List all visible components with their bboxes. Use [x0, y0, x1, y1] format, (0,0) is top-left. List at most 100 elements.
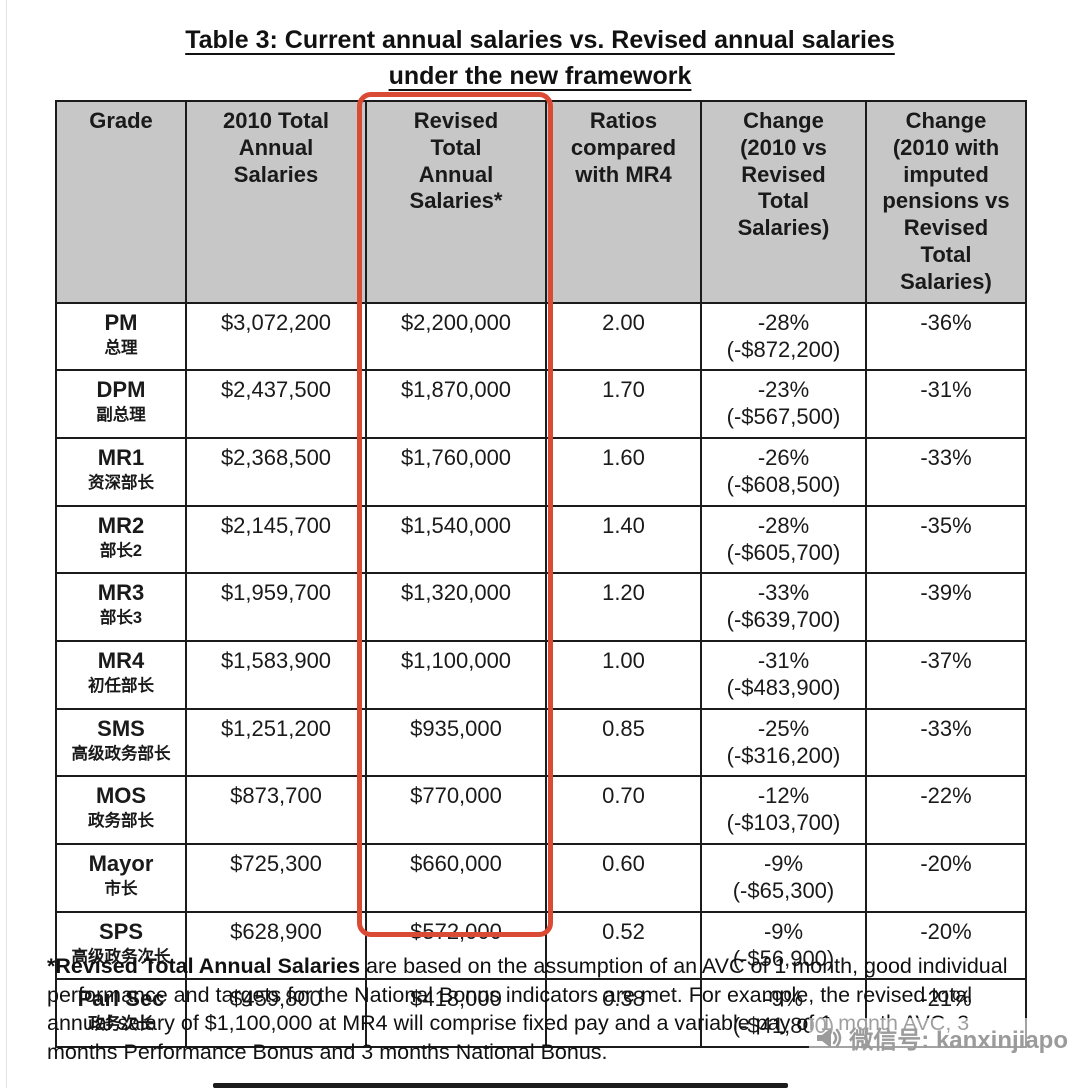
table-row: PM 总理 $3,072,200 $2,200,000 2.00 -28% (-$… [55, 301, 1027, 372]
grade-chinese: 初任部长 [88, 676, 154, 695]
left-edge-line [6, 0, 7, 1088]
salary-revised-value: $935,000 [365, 707, 547, 778]
ratio-value: 0.70 [545, 775, 702, 846]
grade-code: DPM [96, 377, 146, 403]
change-pension-value: -20% [865, 910, 1027, 981]
salary-2010-value: $1,583,900 [185, 640, 367, 710]
salary-revised-value: $1,760,000 [365, 437, 547, 507]
ratio-value: 0.52 [545, 910, 702, 981]
change-revised-value: -28% (-$605,700) [700, 504, 867, 575]
ratio-value: 0.38 [545, 978, 702, 1049]
change-revised-value: -25% (-$316,200) [700, 707, 867, 778]
grade-code: Mayor [88, 851, 154, 877]
grade-code: SPS [98, 918, 144, 944]
change-pension-value: -33% [865, 707, 1027, 778]
salary-2010-value: $2,145,700 [185, 504, 367, 575]
grade-code: Parl Sec [77, 986, 165, 1012]
change-pension-value: -35% [865, 504, 1027, 575]
table-title-line1: Table 3: Current annual salaries vs. Rev… [185, 26, 895, 54]
grade-chinese: 副总理 [96, 406, 146, 425]
watermark-text: 微信号: kanxinjiapo [849, 1027, 1068, 1054]
change-revised-value: -9% (-$65,300) [700, 843, 867, 913]
table-row: SPS 高级政务次长 $628,900 $572,000 0.52 -9% (-$… [55, 910, 1027, 981]
ratio-value: 1.00 [545, 640, 702, 710]
grade-chinese: 部长2 [99, 541, 143, 560]
col-header-2010-salaries: 2010 Total Annual Salaries [185, 100, 367, 304]
header-row: Grade 2010 Total Annual Salaries Revised… [55, 100, 1027, 304]
col-header-change-revised: Change (2010 vs Revised Total Salaries) [700, 100, 867, 304]
change-pension-value: -20% [865, 843, 1027, 913]
salary-2010-value: $725,300 [185, 843, 367, 913]
grade-chinese: 总理 [104, 338, 138, 357]
col-header-ratios: Ratios compared with MR4 [545, 100, 702, 304]
table-row: MOS 政务部长 $873,700 $770,000 0.70 -12% (-$1… [55, 775, 1027, 846]
change-pension-value: -36% [865, 301, 1027, 372]
salary-revised-value: $660,000 [365, 843, 547, 913]
salary-2010-value: $2,368,500 [185, 437, 367, 507]
salary-revised-value: $572,000 [365, 910, 547, 981]
grade-chinese: 部长3 [99, 609, 143, 628]
salary-2010-value: $3,072,200 [185, 301, 367, 372]
change-pension-value: -39% [865, 572, 1027, 643]
change-revised-value: -31% (-$483,900) [700, 640, 867, 710]
grade-code: SMS [97, 715, 145, 741]
grade-chinese: 政务次长 [88, 1015, 154, 1034]
change-revised-value: -26% (-$608,500) [700, 437, 867, 507]
salary-2010-value: $2,437,500 [185, 369, 367, 440]
footnote: *Revised Total Annual Salaries are based… [47, 952, 1039, 1066]
grade-code: MR3 [97, 580, 145, 606]
megaphone-icon [813, 1023, 843, 1053]
ratio-value: 1.60 [545, 437, 702, 507]
col-header-change-pension: Change (2010 with imputed pensions vs Re… [865, 100, 1027, 304]
table-row: Mayor 市长 $725,300 $660,000 0.60 -9% (-$65… [55, 843, 1027, 913]
change-revised-value: -28% (-$872,200) [700, 301, 867, 372]
grade-chinese: 高级政务部长 [71, 744, 171, 763]
grade-code: MOS [95, 783, 147, 809]
salary-revised-value: $1,320,000 [365, 572, 547, 643]
table-title-line2: under the new framework [388, 62, 692, 91]
grade-chinese: 高级政务次长 [71, 947, 171, 966]
change-revised-value: -12% (-$103,700) [700, 775, 867, 846]
table-row: MR2 部长2 $2,145,700 $1,540,000 1.40 -28% (… [55, 504, 1027, 575]
salary-revised-value: $1,540,000 [365, 504, 547, 575]
change-pension-value: -22% [865, 775, 1027, 846]
salaries-table: Grade 2010 Total Annual Salaries Revised… [55, 100, 1027, 1049]
table-row: MR4 初任部长 $1,583,900 $1,100,000 1.00 -31% … [55, 640, 1027, 710]
ratio-value: 0.85 [545, 707, 702, 778]
change-pension-value: -33% [865, 437, 1027, 507]
salary-2010-value: $1,959,700 [185, 572, 367, 643]
grade-chinese: 市长 [104, 879, 138, 898]
table-row: MR1 资深部长 $2,368,500 $1,760,000 1.60 -26% … [55, 437, 1027, 507]
grade-code: MR2 [97, 512, 145, 538]
table-row: Parl Sec 政务次长 $459,800 $418,000 0.38 -9% … [55, 978, 1027, 1049]
table-row: DPM 副总理 $2,437,500 $1,870,000 1.70 -23% (… [55, 369, 1027, 440]
col-header-revised-salaries: Revised Total Annual Salaries* [365, 100, 547, 304]
salary-revised-value: $2,200,000 [365, 301, 547, 372]
salary-revised-value: $770,000 [365, 775, 547, 846]
salary-revised-value: $1,100,000 [365, 640, 547, 710]
grade-chinese: 资深部长 [88, 473, 154, 492]
ratio-value: 1.40 [545, 504, 702, 575]
salary-2010-value: $873,700 [185, 775, 367, 846]
ratio-value: 0.60 [545, 843, 702, 913]
bottom-crop-bar [213, 1083, 788, 1088]
ratio-value: 1.20 [545, 572, 702, 643]
change-revised-value: -9% (-$56,900) [700, 910, 867, 981]
grade-code: MR1 [97, 445, 145, 471]
table-title: Table 3: Current annual salaries vs. Rev… [0, 22, 1080, 95]
salary-revised-value: $1,870,000 [365, 369, 547, 440]
footnote-lead: *Revised Total Annual Salaries [47, 954, 361, 978]
ratio-value: 1.70 [545, 369, 702, 440]
change-revised-value: -23% (-$567,500) [700, 369, 867, 440]
salary-2010-value: $1,251,200 [185, 707, 367, 778]
change-revised-value: -33% (-$639,700) [700, 572, 867, 643]
salary-2010-value: $459,800 [185, 978, 367, 1049]
salary-2010-value: $628,900 [185, 910, 367, 981]
ratio-value: 2.00 [545, 301, 702, 372]
grade-chinese: 政务部长 [88, 812, 154, 831]
change-pension-value: -31% [865, 369, 1027, 440]
grade-code: PM [104, 309, 138, 335]
grade-code: MR4 [97, 648, 145, 674]
table-row: MR3 部长3 $1,959,700 $1,320,000 1.20 -33% (… [55, 572, 1027, 643]
